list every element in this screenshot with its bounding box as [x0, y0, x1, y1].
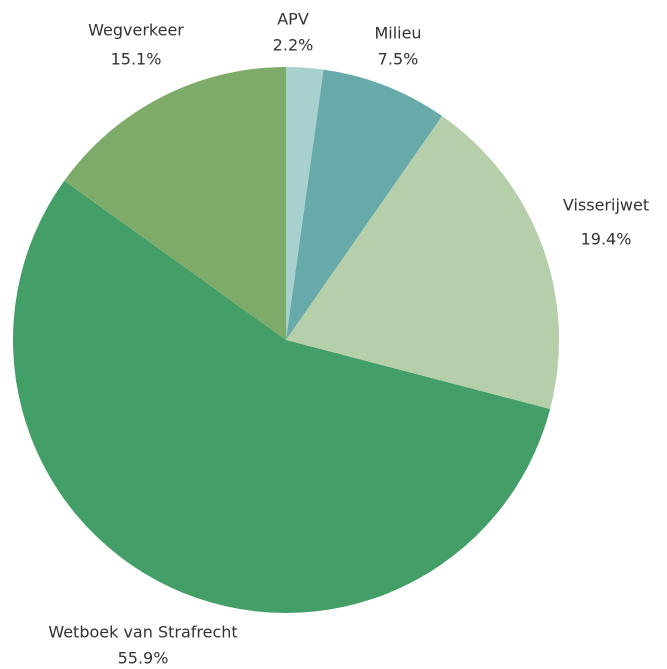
pie-slice — [286, 116, 559, 410]
slice-label: APV — [277, 10, 309, 29]
slice-value: 2.2% — [273, 36, 314, 55]
pie-slice — [12, 180, 551, 614]
pie-slice — [286, 69, 443, 340]
slice-value: 19.4% — [581, 230, 632, 249]
slice-label: Wetboek van Strafrecht — [48, 623, 237, 642]
slice-label: Milieu — [374, 24, 421, 43]
slice-value: 55.9% — [118, 649, 169, 668]
pie-slice — [286, 67, 324, 340]
slice-label: Wegverkeer — [88, 21, 184, 40]
slice-value: 7.5% — [378, 50, 419, 69]
slice-label: Visserijwet — [563, 196, 649, 215]
slice-value: 15.1% — [111, 50, 162, 69]
pie-slice — [64, 66, 286, 340]
